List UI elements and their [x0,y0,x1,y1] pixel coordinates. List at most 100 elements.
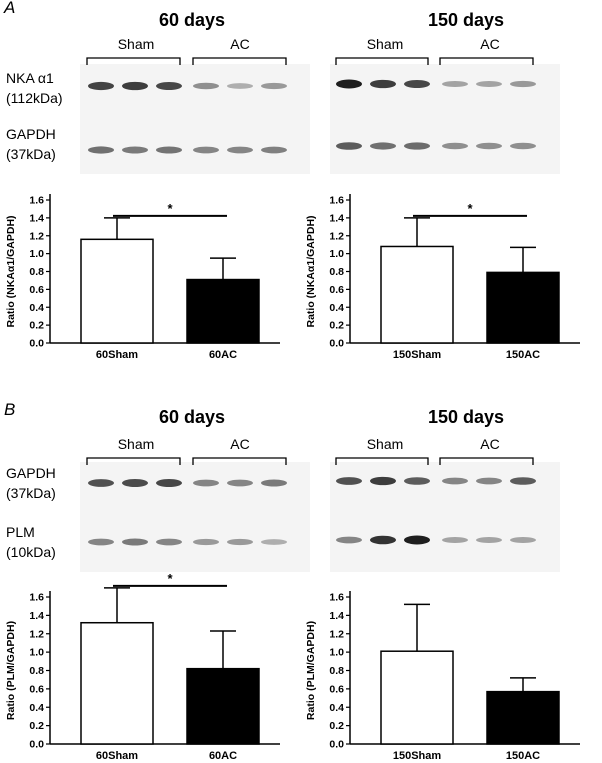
blot-band-A_nka_150-1 [370,79,396,89]
bar-150Sham [380,245,454,344]
y-tick-label: 1.4 [29,610,44,622]
blot-band-B_gapdh_60-2 [156,478,182,488]
y-tick-label: 0.8 [329,665,344,677]
y-tick-label: 1.2 [29,230,44,242]
panel-b-bracket-150-sham [335,457,429,465]
significance-marker: * [167,201,173,216]
blot-band-A_gapdh_60-3 [193,146,219,154]
blot-band-A_gapdh_150-5 [510,142,536,150]
panel-a-blot-label-gapdh: GAPDH (37kDa) [6,124,56,164]
y-tick-label: 1.6 [329,592,344,604]
panel-a-150-sham-label: Sham [366,36,404,52]
blot-band-A_gapdh_150-0 [336,142,362,150]
blot-band-B_gapdh_150-0 [336,477,362,485]
y-tick-label: 0.8 [29,665,44,677]
bar-chart-1: 0.0 0.2 0.4 0.6 0.8 1.0 1.2 1.4 1.6 Ratio (NKAα1/… [305,194,580,361]
y-tick-label: 0.2 [329,320,344,332]
x-category-label: 60Sham [96,750,138,762]
bar-chart-2: 0.0 0.2 0.4 0.6 0.8 1.0 1.2 1.4 1.6 Ratio (PLM/GA… [5,571,280,762]
panel-b-title-60: 60 days [158,407,226,427]
blot-band-A_nka_150-4 [476,80,502,88]
blot-band-A_nka_60-2 [156,81,182,91]
blot-band-B_plm_150-0 [336,536,362,544]
y-tick-label: 0.2 [29,720,44,732]
significance-marker: * [167,571,173,586]
blot-band-B_gapdh_60-4 [227,479,253,487]
panel-a-60-sham-label: Sham [117,36,155,52]
blot-band-A_gapdh_60-0 [88,146,114,154]
blot-band-B_plm_150-3 [442,536,468,544]
blot-band-B_gapdh_150-4 [476,477,502,485]
x-category-label: 150Sham [393,349,442,361]
bar-60Sham [80,238,154,344]
y-tick-label: 1.0 [329,647,344,659]
blot-band-A_gapdh_60-4 [227,146,253,154]
blot-band-B_plm_60-0 [88,538,114,546]
blot-band-A_nka_60-4 [227,83,253,89]
molecular-weight: (37kDa) [6,146,56,162]
x-category-label: 150AC [506,750,540,762]
panel-a-bracket-60-ac [192,57,287,65]
blot-band-A_gapdh_60-2 [156,146,182,154]
bar-60AC [186,667,260,745]
blot-band-A_gapdh_150-3 [442,142,468,150]
y-tick-label: 0.0 [29,739,44,751]
y-tick-label: 0.0 [29,338,44,350]
blot-band-B_plm_150-2 [404,535,430,545]
y-tick-label: 0.6 [29,284,44,296]
y-tick-label: 1.2 [329,628,344,640]
blot-band-A_nka_150-2 [404,79,430,89]
blot-band-A_gapdh_150-2 [404,142,430,150]
y-tick-label: 0.6 [29,683,44,695]
protein-name: GAPDH [6,126,56,142]
blot-band-A_nka_150-5 [510,80,536,88]
blot-band-A_nka_60-3 [193,82,219,90]
blot-band-B_gapdh_150-2 [404,477,430,485]
y-axis-label: Ratio (NKAα1/GAPDH) [5,215,17,327]
panel-b-bracket-60-ac [192,457,287,465]
blot-band-B_plm_150-1 [370,535,396,545]
panel-a-60-ac-label: AC [230,36,250,52]
blot-band-A_nka_60-1 [122,81,148,91]
blot-band-B_plm_60-4 [227,538,253,546]
panel-a-bracket-150-sham [335,57,429,65]
y-tick-label: 0.8 [329,266,344,278]
panel-b-150-sham-label: Sham [366,436,404,452]
y-tick-label: 0.4 [329,702,344,714]
y-tick-label: 0.2 [29,320,44,332]
blot-band-B_plm_150-5 [510,536,536,544]
y-tick-label: 1.6 [29,592,44,604]
blot-band-B_gapdh_150-5 [510,477,536,485]
molecular-weight: (37kDa) [6,485,56,501]
bar-150AC [486,690,560,745]
bar-chart-0: 0.0 0.2 0.4 0.6 0.8 1.0 1.2 1.4 1.6 Ratio (NKAα1/… [5,194,280,361]
panel-b-60-ac-label: AC [230,436,250,452]
y-tick-label: 1.0 [29,248,44,260]
x-category-label: 60AC [209,750,237,762]
significance-marker: * [467,201,473,216]
y-axis-label: Ratio (PLM/GAPDH) [5,621,17,720]
panel-b-title-150: 150 days [427,407,505,427]
protein-name: GAPDH [6,465,56,481]
y-tick-label: 1.2 [329,230,344,242]
blot-band-B_plm_60-1 [122,538,148,546]
blot-band-B_gapdh_60-5 [261,479,287,487]
blot-band-B_gapdh_60-1 [122,479,148,487]
y-tick-label: 0.2 [329,720,344,732]
y-tick-label: 0.6 [329,284,344,296]
y-tick-label: 1.4 [29,212,44,224]
blot-background-2 [80,462,310,572]
blot-band-B_plm_150-4 [476,536,502,544]
y-tick-label: 1.4 [329,212,344,224]
y-tick-label: 1.0 [329,248,344,260]
y-tick-label: 1.2 [29,628,44,640]
y-tick-label: 0.8 [29,266,44,278]
blot-background-1 [330,64,560,174]
y-tick-label: 1.0 [29,647,44,659]
bar-60AC [186,278,260,344]
blot-band-A_nka_150-0 [336,79,362,89]
panel-b-blot-label-plm: PLM (10kDa) [6,522,56,562]
blot-background-0 [80,64,310,174]
bar-chart-3: 0.0 0.2 0.4 0.6 0.8 1.0 1.2 1.4 1.6 Ratio (PLM/GA… [305,591,580,762]
bar-150Sham [380,650,454,745]
